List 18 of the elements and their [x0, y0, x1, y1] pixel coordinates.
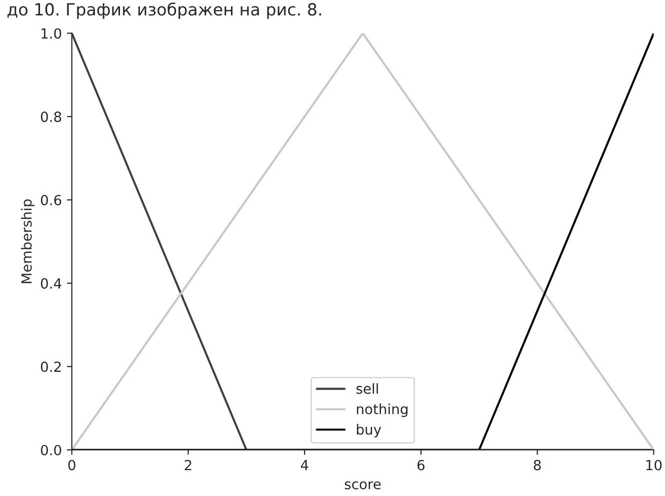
y-tick-label: 0.8: [40, 112, 62, 122]
text: до 10. График изображен на рис. 8.: [8, 2, 321, 19]
y-tick-label: 0.6: [40, 194, 62, 206]
x-tick-label: 2: [184, 460, 192, 470]
x-tick-label: 8: [534, 460, 541, 470]
y-tick-label: 0.2: [40, 362, 61, 372]
y-tick-label: 0.4: [40, 278, 62, 289]
x-tick-label: 10: [646, 460, 662, 470]
legend-label: sell: [356, 383, 378, 394]
y-tick-label: 1.0: [42, 28, 62, 39]
x-tick-label: 0: [68, 460, 76, 470]
y-axis-title: Membership: [21, 199, 34, 284]
x-axis-title: score: [344, 481, 381, 490]
x-tick-label: 4: [300, 460, 308, 470]
legend-label: buy: [356, 424, 382, 438]
legend-label: nothing: [356, 404, 408, 417]
x-tick-label: 6: [417, 460, 424, 470]
y-tick-label: 0.0: [40, 444, 62, 456]
